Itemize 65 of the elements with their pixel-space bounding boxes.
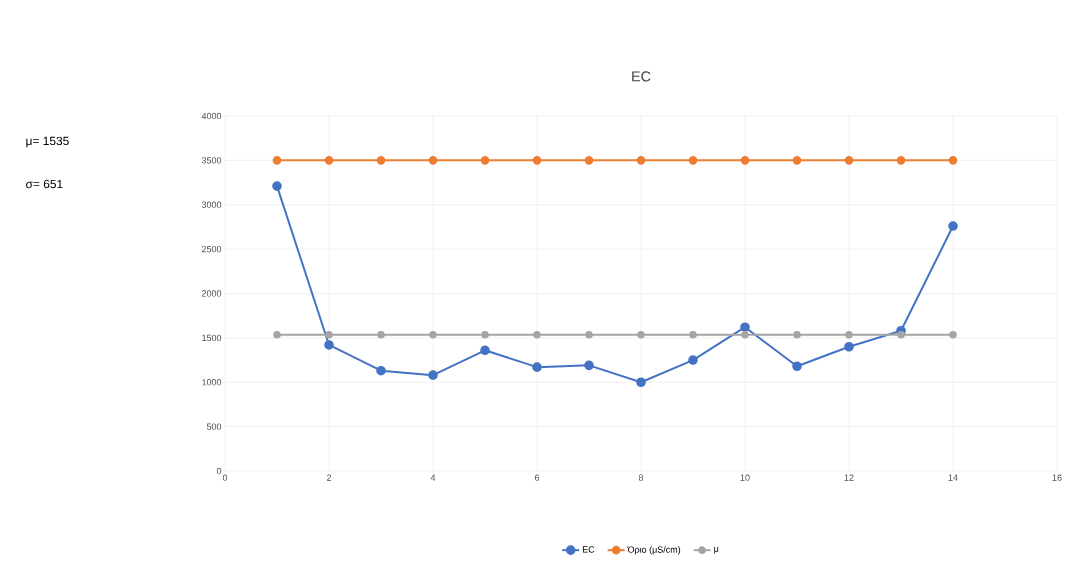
point <box>532 362 542 372</box>
point <box>948 156 958 165</box>
point <box>273 330 281 339</box>
x-tick-label: 12 <box>844 474 854 481</box>
y-tick-label: 3000 <box>201 201 222 208</box>
point <box>740 156 750 165</box>
legend-label: Όριο (μS/cm) <box>627 546 681 555</box>
x-tick-label: 4 <box>430 474 436 481</box>
point <box>325 330 333 339</box>
y-tick-label: 2500 <box>202 245 222 253</box>
point <box>480 156 490 165</box>
point <box>584 360 594 371</box>
point <box>429 330 437 339</box>
point <box>740 322 750 333</box>
point <box>376 156 386 165</box>
point <box>324 340 334 350</box>
point <box>377 330 385 339</box>
point <box>689 330 697 339</box>
y-tick-label: 2000 <box>202 290 222 297</box>
point <box>896 156 906 165</box>
y-tick-label: 4000 <box>201 112 222 120</box>
point <box>792 156 802 165</box>
point <box>636 156 646 165</box>
point <box>949 330 957 339</box>
legend-label: EC <box>582 546 595 553</box>
x-tick-label: 10 <box>740 474 750 481</box>
point <box>948 221 958 231</box>
point <box>636 377 646 388</box>
x-tick-label: 16 <box>1052 474 1062 481</box>
point <box>792 361 802 372</box>
x-tick-label: 6 <box>534 474 540 481</box>
x-tick-label: 0 <box>222 474 228 481</box>
y-tick-label: 500 <box>206 423 222 430</box>
point <box>844 341 854 352</box>
point <box>532 156 542 165</box>
point <box>272 181 282 191</box>
point <box>533 330 541 339</box>
point <box>376 365 386 376</box>
point <box>688 156 698 165</box>
text: μ= 1535 <box>26 136 69 148</box>
point <box>688 355 698 365</box>
x-tick-label: 14 <box>948 474 958 481</box>
point <box>428 156 438 165</box>
point <box>584 156 594 165</box>
text: σ= 651 <box>26 179 63 189</box>
legend-label: μ <box>714 547 719 554</box>
point <box>585 330 593 339</box>
point <box>637 330 645 339</box>
y-tick-label: 1000 <box>202 379 222 386</box>
chart-title: EC <box>632 71 651 82</box>
x-tick-label: 2 <box>326 474 332 481</box>
point <box>272 156 282 165</box>
point <box>428 370 438 380</box>
point <box>480 345 490 356</box>
y-tick-label: 3500 <box>201 157 222 164</box>
point <box>845 330 853 339</box>
x-tick-label: 8 <box>638 474 644 481</box>
point <box>844 156 854 165</box>
point <box>481 330 489 339</box>
point <box>897 330 905 339</box>
point <box>324 156 334 165</box>
y-tick-label: 1500 <box>202 334 222 342</box>
point <box>793 330 801 339</box>
point <box>741 330 749 339</box>
y-tick-label: 0 <box>216 467 222 475</box>
